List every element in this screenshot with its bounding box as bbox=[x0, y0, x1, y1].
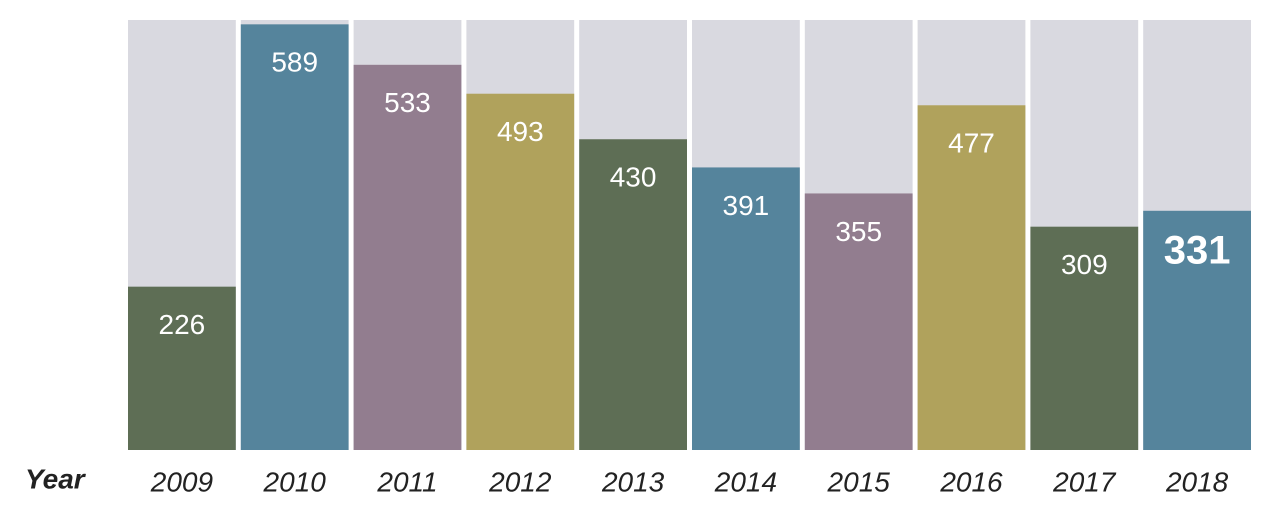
value-label: 226 bbox=[159, 309, 206, 340]
value-label: 430 bbox=[610, 162, 657, 193]
value-label: 309 bbox=[1061, 249, 1108, 280]
x-tick-label: 2011 bbox=[376, 466, 437, 497]
value-label: 355 bbox=[835, 216, 882, 247]
value-label: 391 bbox=[723, 190, 770, 221]
value-label: 589 bbox=[271, 47, 318, 78]
bar bbox=[917, 105, 1026, 450]
x-tick-label: 2016 bbox=[939, 466, 1003, 497]
bar bbox=[692, 167, 800, 450]
value-label: 477 bbox=[948, 128, 995, 159]
bar bbox=[466, 93, 575, 450]
bar bbox=[1143, 210, 1251, 450]
bar bbox=[1030, 226, 1139, 450]
value-label: 533 bbox=[384, 87, 431, 118]
bar bbox=[579, 139, 687, 450]
bar bbox=[128, 286, 236, 450]
x-tick-label: 2018 bbox=[1165, 466, 1229, 497]
x-axis-label: Year bbox=[25, 463, 87, 494]
x-tick-label: 2013 bbox=[601, 466, 665, 497]
value-label: 493 bbox=[497, 116, 544, 147]
x-tick-label: 2010 bbox=[263, 466, 327, 497]
bar bbox=[353, 64, 462, 450]
x-tick-label: 2009 bbox=[150, 466, 213, 497]
x-tick-label: 2014 bbox=[714, 466, 777, 497]
x-tick-label: 2017 bbox=[1052, 466, 1117, 497]
value-label: 331 bbox=[1164, 228, 1231, 272]
x-tick-label: 2015 bbox=[827, 466, 891, 497]
x-tick-label: 2012 bbox=[488, 466, 552, 497]
bar bbox=[240, 24, 349, 451]
bar bbox=[804, 193, 913, 450]
